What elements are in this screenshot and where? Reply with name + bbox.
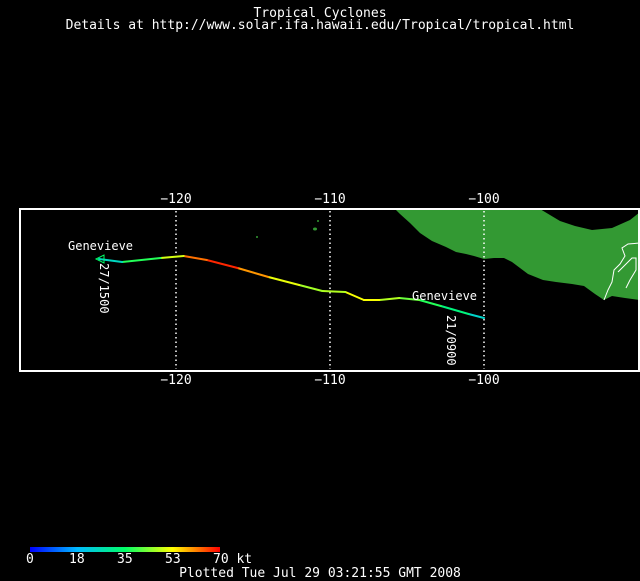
storm-start-marker-icon (94, 254, 105, 264)
storm-label-start: Genevieve (68, 239, 133, 253)
lon-tick-label-top: −120 (160, 192, 191, 207)
scale-label-53: 53 (165, 552, 181, 567)
track-segment (98, 258, 124, 263)
track-segment (205, 259, 239, 269)
map-subtitle: Details at http://www.solar.ifa.hawaii.e… (65, 18, 575, 33)
track-segment (236, 267, 270, 278)
track-segment (267, 276, 301, 286)
scale-label-0: 0 (26, 552, 34, 567)
scale-label-18: 18 (69, 552, 85, 567)
track-segment (159, 255, 185, 259)
map-frame (19, 208, 640, 372)
track-segment (344, 291, 365, 301)
lon-tick-label-bottom: −110 (314, 373, 345, 388)
storm-label-end: Genevieve (412, 289, 477, 303)
intensity-color-scale (30, 547, 220, 552)
track-segment (398, 297, 421, 301)
track-segment (418, 299, 442, 307)
scale-label-70: 70 kt (213, 552, 253, 567)
track-segment (182, 255, 208, 261)
plotted-timestamp: Plotted Tue Jul 29 03:21:55 GMT 2008 (179, 566, 461, 581)
track-segment (321, 290, 347, 293)
track-segment (439, 305, 470, 315)
track-segment (467, 313, 485, 319)
scale-label-35: 35 (117, 552, 133, 567)
meridian-gridlines (175, 211, 485, 369)
lon-tick-label-bottom: −100 (468, 373, 499, 388)
storm-time-start: 27/1500 (97, 263, 111, 314)
lon-tick-label-bottom: −120 (160, 373, 191, 388)
lon-tick-label-top: −100 (468, 192, 499, 207)
map-title: Tropical Cyclones (253, 6, 387, 21)
storm-time-end: 21/0900 (444, 315, 458, 366)
storm-track (98, 255, 485, 319)
lon-tick-label-top: −110 (314, 192, 345, 207)
land-mexico (256, 209, 640, 301)
track-segment (298, 284, 324, 292)
track-segment (378, 297, 401, 301)
track-segment (121, 257, 162, 263)
